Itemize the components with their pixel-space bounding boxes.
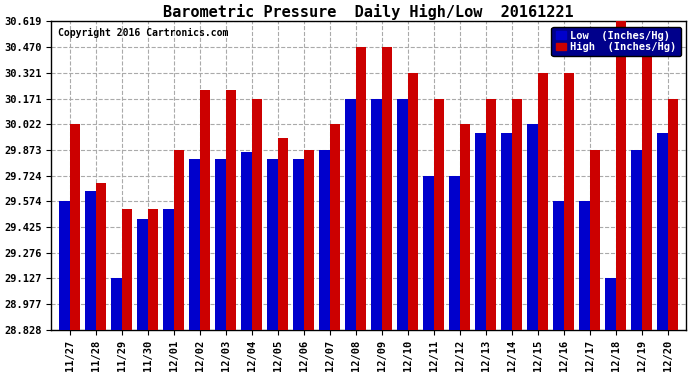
Bar xyxy=(215,159,226,330)
Bar xyxy=(564,73,574,330)
Bar xyxy=(164,209,174,330)
Bar xyxy=(252,99,262,330)
Text: Copyright 2016 Cartronics.com: Copyright 2016 Cartronics.com xyxy=(58,27,228,38)
Bar xyxy=(148,209,158,330)
Legend: Low  (Inches/Hg), High  (Inches/Hg): Low (Inches/Hg), High (Inches/Hg) xyxy=(551,27,680,57)
Bar xyxy=(137,219,148,330)
Bar xyxy=(304,150,314,330)
Bar xyxy=(330,124,340,330)
Bar xyxy=(642,47,652,330)
Bar xyxy=(345,99,355,330)
Bar xyxy=(371,99,382,330)
Bar xyxy=(319,150,330,330)
Bar xyxy=(527,124,538,330)
Bar xyxy=(475,133,486,330)
Bar xyxy=(293,159,304,330)
Bar xyxy=(241,152,252,330)
Bar xyxy=(668,99,678,330)
Bar xyxy=(96,183,106,330)
Bar xyxy=(121,209,132,330)
Bar xyxy=(460,124,470,330)
Bar xyxy=(423,176,433,330)
Title: Barometric Pressure  Daily High/Low  20161221: Barometric Pressure Daily High/Low 20161… xyxy=(164,4,574,20)
Bar xyxy=(59,201,70,330)
Bar xyxy=(433,99,444,330)
Bar xyxy=(605,278,615,330)
Bar xyxy=(70,124,80,330)
Bar xyxy=(199,90,210,330)
Bar xyxy=(538,73,548,330)
Bar xyxy=(355,47,366,330)
Bar xyxy=(226,90,236,330)
Bar xyxy=(267,159,277,330)
Bar xyxy=(174,150,184,330)
Bar xyxy=(408,73,418,330)
Bar xyxy=(111,278,121,330)
Bar xyxy=(449,176,460,330)
Bar xyxy=(486,99,496,330)
Bar xyxy=(189,159,199,330)
Bar xyxy=(553,201,564,330)
Bar xyxy=(277,138,288,330)
Bar xyxy=(579,201,590,330)
Bar xyxy=(658,133,668,330)
Bar xyxy=(85,191,96,330)
Bar xyxy=(501,133,511,330)
Bar xyxy=(511,99,522,330)
Bar xyxy=(590,150,600,330)
Bar xyxy=(397,99,408,330)
Bar xyxy=(615,21,626,330)
Bar xyxy=(631,150,642,330)
Bar xyxy=(382,47,392,330)
